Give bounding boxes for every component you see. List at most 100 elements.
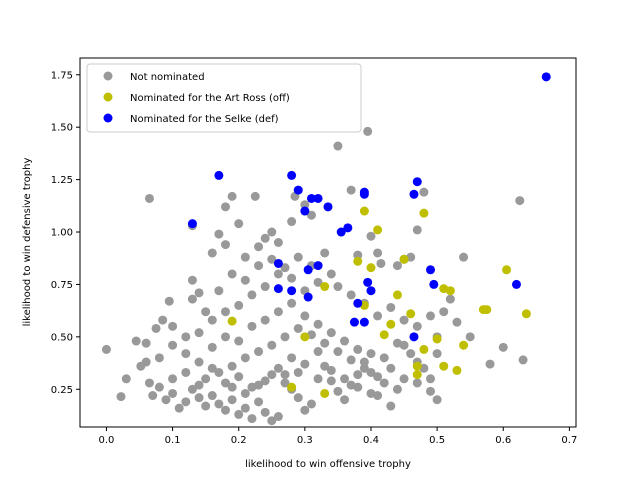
point-art-ross-nominee bbox=[353, 256, 363, 266]
point-not-nominated bbox=[260, 315, 270, 325]
point-not-nominated bbox=[273, 269, 283, 279]
point-not-nominated bbox=[164, 296, 174, 306]
point-selke-nominee bbox=[214, 170, 224, 180]
legend-marker-art-ross bbox=[103, 92, 113, 102]
point-art-ross-nominee bbox=[287, 382, 297, 392]
y-axis: 0.25 0.50 0.75 1.00 1.25 1.50 1.75 bbox=[51, 70, 80, 396]
point-not-nominated bbox=[313, 347, 323, 357]
point-not-nominated bbox=[254, 242, 264, 252]
point-selke-nominee bbox=[313, 193, 323, 203]
point-not-nominated bbox=[359, 363, 369, 373]
point-not-nominated bbox=[373, 372, 383, 382]
point-not-nominated bbox=[432, 395, 442, 405]
point-not-nominated bbox=[366, 367, 376, 377]
point-not-nominated bbox=[426, 386, 436, 396]
point-not-nominated bbox=[240, 388, 250, 398]
point-not-nominated bbox=[313, 319, 323, 329]
point-not-nominated bbox=[439, 307, 449, 317]
point-not-nominated bbox=[280, 370, 290, 380]
point-not-nominated bbox=[174, 403, 184, 413]
series-selke bbox=[187, 72, 551, 342]
point-not-nominated bbox=[392, 261, 402, 271]
point-not-nominated bbox=[267, 416, 277, 426]
point-not-nominated bbox=[247, 290, 257, 300]
point-selke-nominee bbox=[511, 279, 521, 289]
point-not-nominated bbox=[386, 363, 396, 373]
point-selke-nominee bbox=[303, 292, 313, 302]
point-not-nominated bbox=[300, 311, 310, 321]
point-not-nominated bbox=[346, 355, 356, 365]
point-not-nominated bbox=[353, 250, 363, 260]
point-not-nominated bbox=[366, 388, 376, 398]
point-art-ross-nominee bbox=[373, 225, 383, 235]
point-art-ross-nominee bbox=[379, 330, 389, 340]
point-not-nominated bbox=[498, 342, 508, 352]
y-tick-label: 1.25 bbox=[51, 175, 73, 186]
point-not-nominated bbox=[220, 332, 230, 342]
point-art-ross-nominee bbox=[502, 265, 512, 275]
point-not-nominated bbox=[220, 378, 230, 388]
point-not-nominated bbox=[280, 378, 290, 388]
point-not-nominated bbox=[227, 395, 237, 405]
point-selke-nominee bbox=[412, 177, 422, 187]
legend-label-not-nominated: Not nominated bbox=[130, 72, 205, 83]
point-not-nominated bbox=[326, 269, 336, 279]
point-not-nominated bbox=[187, 294, 197, 304]
point-art-ross-nominee bbox=[432, 334, 442, 344]
points-layer bbox=[101, 72, 551, 426]
point-not-nominated bbox=[121, 374, 131, 384]
point-not-nominated bbox=[158, 315, 168, 325]
point-not-nominated bbox=[326, 328, 336, 338]
point-not-nominated bbox=[207, 391, 217, 401]
x-tick-label: 0.4 bbox=[363, 435, 379, 446]
point-not-nominated bbox=[141, 357, 151, 367]
point-not-nominated bbox=[287, 298, 297, 308]
point-not-nominated bbox=[201, 307, 211, 317]
point-not-nominated bbox=[181, 367, 191, 377]
point-selke-nominee bbox=[409, 332, 419, 342]
legend-marker-selke bbox=[103, 113, 113, 123]
point-not-nominated bbox=[293, 367, 303, 377]
point-art-ross-nominee bbox=[452, 365, 462, 375]
point-not-nominated bbox=[267, 254, 277, 264]
point-selke-nominee bbox=[363, 277, 373, 287]
legend-marker-not-nominated bbox=[103, 71, 113, 81]
point-not-nominated bbox=[379, 378, 389, 388]
point-not-nominated bbox=[220, 202, 230, 212]
point-not-nominated bbox=[240, 403, 250, 413]
point-not-nominated bbox=[392, 384, 402, 394]
point-not-nominated bbox=[366, 231, 376, 241]
point-art-ross-nominee bbox=[439, 361, 449, 371]
point-not-nominated bbox=[254, 261, 264, 271]
point-not-nominated bbox=[220, 405, 230, 415]
point-not-nominated bbox=[194, 288, 204, 298]
point-not-nominated bbox=[300, 405, 310, 415]
x-tick-label: 0.1 bbox=[165, 435, 181, 446]
point-not-nominated bbox=[485, 359, 495, 369]
point-not-nominated bbox=[254, 347, 264, 357]
point-not-nominated bbox=[154, 382, 164, 392]
point-art-ross-nominee bbox=[445, 286, 455, 296]
point-not-nominated bbox=[116, 392, 126, 402]
point-not-nominated bbox=[101, 344, 111, 354]
point-art-ross-nominee bbox=[412, 361, 422, 371]
point-not-nominated bbox=[300, 200, 310, 210]
point-not-nominated bbox=[144, 378, 154, 388]
point-not-nominated bbox=[412, 378, 422, 388]
point-not-nominated bbox=[333, 347, 343, 357]
point-not-nominated bbox=[267, 340, 277, 350]
y-axis-label: likelihood to win defensive trophy bbox=[22, 158, 33, 327]
point-not-nominated bbox=[148, 391, 158, 401]
point-not-nominated bbox=[287, 217, 297, 227]
point-not-nominated bbox=[144, 193, 154, 203]
point-not-nominated bbox=[154, 353, 164, 363]
point-not-nominated bbox=[201, 401, 211, 411]
point-not-nominated bbox=[432, 349, 442, 359]
point-not-nominated bbox=[207, 342, 217, 352]
point-not-nominated bbox=[399, 315, 409, 325]
point-not-nominated bbox=[287, 273, 297, 283]
point-not-nominated bbox=[366, 349, 376, 359]
point-art-ross-nominee bbox=[521, 309, 531, 319]
point-not-nominated bbox=[300, 359, 310, 369]
point-art-ross-nominee bbox=[320, 388, 330, 398]
